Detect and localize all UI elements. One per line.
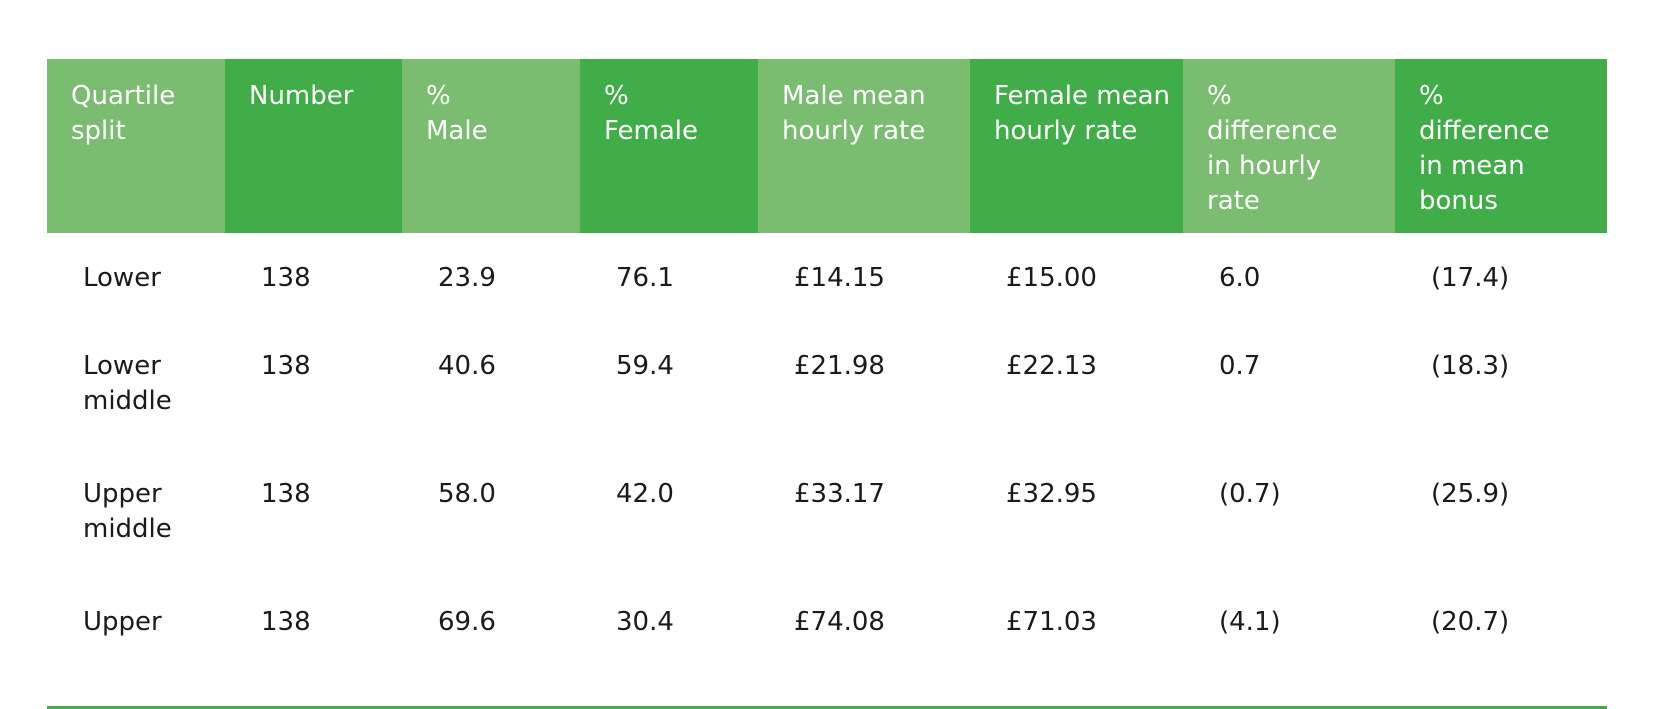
- pay-gap-quartile-table: Quartile split Number % Male % Female Ma…: [47, 59, 1607, 662]
- table-row: Upper middle 138 58.0 42.0 £33.17 £32.95…: [47, 454, 1607, 582]
- table-body: Lower 138 23.9 76.1 £14.15 £15.00 6.0 (1…: [47, 233, 1607, 662]
- cell-quartile: Lower: [83, 263, 161, 293]
- header-percent-male: % Male: [402, 59, 580, 233]
- cell-male-mean-hourly-rate: £14.15: [794, 263, 885, 293]
- cell-male-mean-hourly-rate: £74.08: [794, 607, 885, 637]
- header-female-mean-hourly-rate: Female mean hourly rate: [970, 59, 1183, 233]
- cell-percent-difference-hourly-rate: 0.7: [1219, 351, 1261, 381]
- cell-percent-female: 59.4: [616, 351, 674, 381]
- pay-gap-quartile-table-wrapper: Quartile split Number % Male % Female Ma…: [47, 59, 1607, 662]
- cell-percent-difference-mean-bonus: (20.7): [1431, 607, 1510, 637]
- header-percent-difference-mean-bonus: % difference in mean bonus: [1395, 59, 1607, 233]
- cell-percent-female: 76.1: [616, 263, 674, 293]
- table-row: Lower 138 23.9 76.1 £14.15 £15.00 6.0 (1…: [47, 233, 1607, 326]
- cell-female-mean-hourly-rate: £32.95: [1006, 479, 1097, 509]
- cell-percent-difference-hourly-rate: (0.7): [1219, 479, 1281, 509]
- cell-number: 138: [261, 479, 311, 509]
- table-row: Upper 138 69.6 30.4 £74.08 £71.03 (4.1) …: [47, 582, 1607, 662]
- cell-percent-difference-hourly-rate: 6.0: [1219, 263, 1261, 293]
- table-bottom-rule: [47, 706, 1607, 709]
- cell-percent-male: 69.6: [438, 607, 496, 637]
- cell-percent-male: 40.6: [438, 351, 496, 381]
- cell-percent-female: 42.0: [616, 479, 674, 509]
- cell-quartile: Upper: [83, 607, 162, 637]
- cell-quartile: Upper middle: [83, 479, 172, 544]
- cell-percent-difference-mean-bonus: (25.9): [1431, 479, 1510, 509]
- cell-female-mean-hourly-rate: £15.00: [1006, 263, 1097, 293]
- cell-percent-male: 23.9: [438, 263, 496, 293]
- cell-percent-difference-mean-bonus: (18.3): [1431, 351, 1510, 381]
- header-row: Quartile split Number % Male % Female Ma…: [47, 59, 1607, 233]
- cell-male-mean-hourly-rate: £21.98: [794, 351, 885, 381]
- table-header: Quartile split Number % Male % Female Ma…: [47, 59, 1607, 233]
- cell-number: 138: [261, 607, 311, 637]
- cell-quartile: Lower middle: [83, 351, 172, 416]
- table-row: Lower middle 138 40.6 59.4 £21.98 £22.13…: [47, 326, 1607, 454]
- header-quartile-split: Quartile split: [47, 59, 225, 233]
- cell-female-mean-hourly-rate: £22.13: [1006, 351, 1097, 381]
- cell-percent-male: 58.0: [438, 479, 496, 509]
- cell-percent-female: 30.4: [616, 607, 674, 637]
- cell-female-mean-hourly-rate: £71.03: [1006, 607, 1097, 637]
- header-number: Number: [225, 59, 402, 233]
- cell-percent-difference-hourly-rate: (4.1): [1219, 607, 1281, 637]
- cell-male-mean-hourly-rate: £33.17: [794, 479, 885, 509]
- header-percent-difference-hourly-rate: % difference in hourly rate: [1183, 59, 1395, 233]
- cell-number: 138: [261, 351, 311, 381]
- cell-percent-difference-mean-bonus: (17.4): [1431, 263, 1510, 293]
- header-percent-female: % Female: [580, 59, 758, 233]
- cell-number: 138: [261, 263, 311, 293]
- header-male-mean-hourly-rate: Male mean hourly rate: [758, 59, 970, 233]
